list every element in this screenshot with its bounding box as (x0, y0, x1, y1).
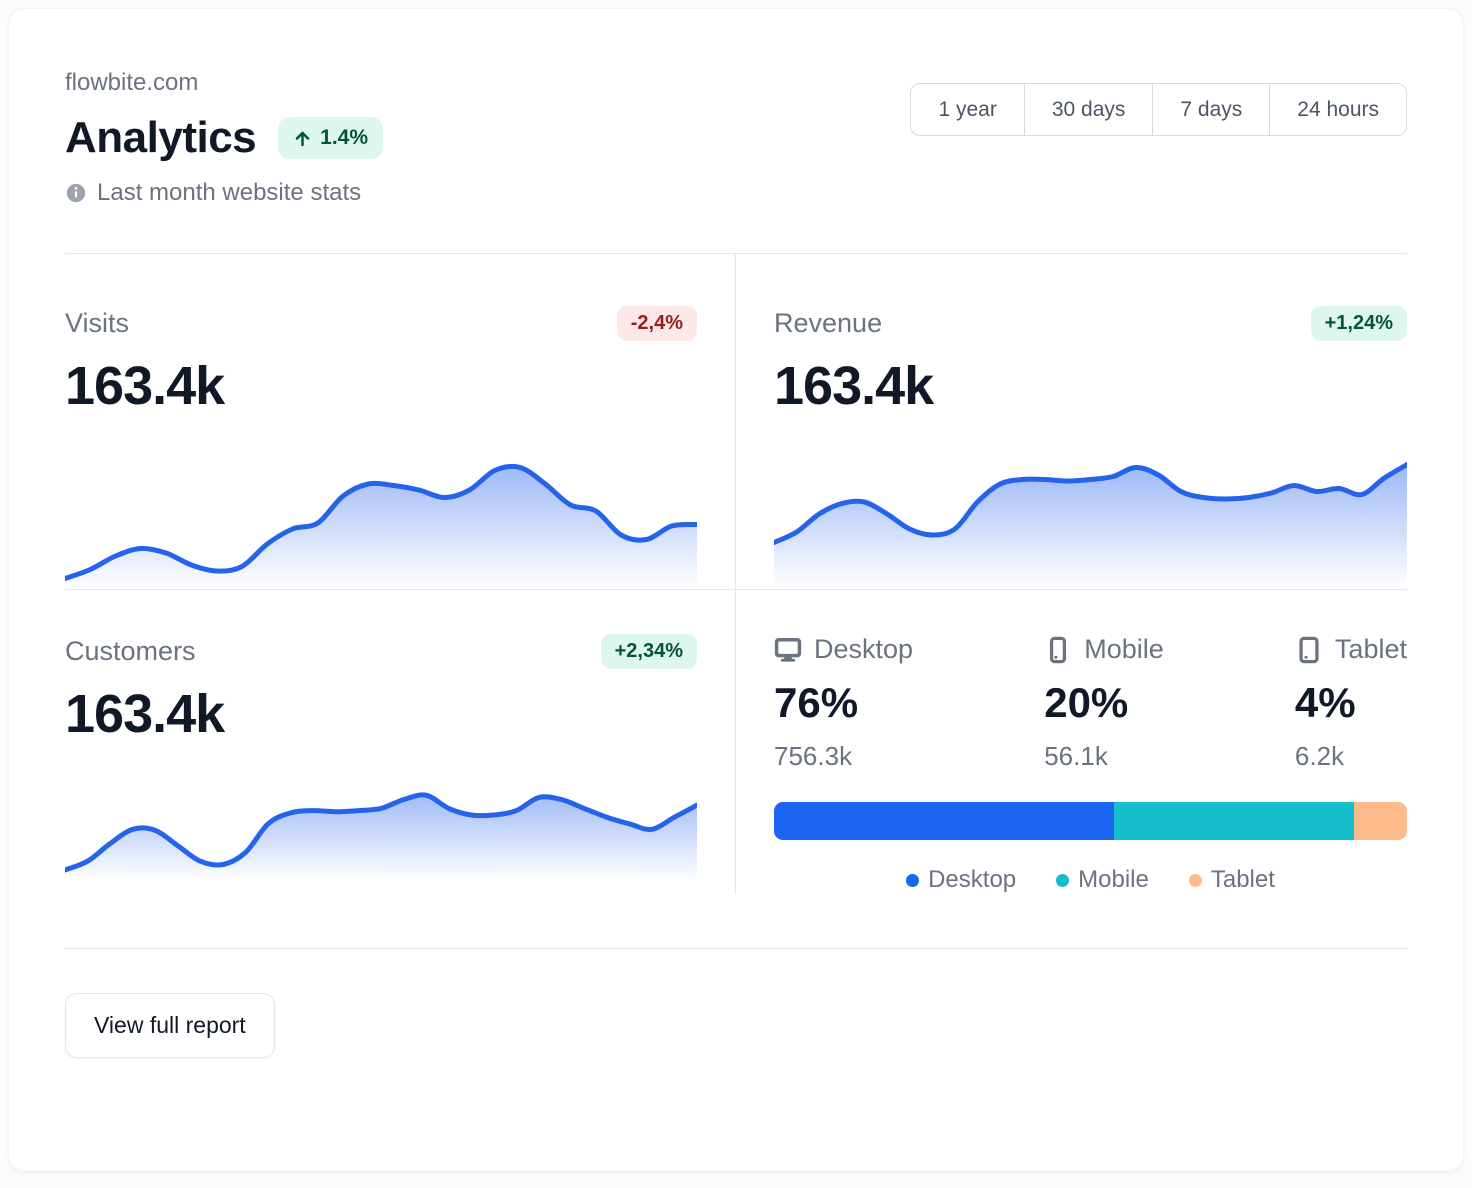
time-range-24-hours[interactable]: 24 hours (1269, 84, 1406, 136)
legend-dot-tablet (1188, 873, 1202, 887)
time-range-30-days[interactable]: 30 days (1023, 84, 1153, 136)
device-percent: 4% (1294, 679, 1356, 726)
visits-chart (65, 463, 697, 589)
page-title: Analytics (65, 113, 257, 162)
device-percent: 76% (774, 679, 859, 726)
legend-dot-desktop (906, 873, 920, 887)
visits-label: Visits (65, 308, 130, 338)
device-label: Mobile (1084, 634, 1164, 664)
legend-label: Desktop (928, 866, 1017, 893)
footer-divider (65, 948, 1407, 949)
subtitle-text: Last month website stats (97, 179, 362, 206)
legend-label: Mobile (1078, 866, 1149, 893)
time-range-1-year[interactable]: 1 year (911, 84, 1024, 136)
trend-badge: 1.4% (278, 117, 384, 159)
device-count: 756.3k (774, 741, 853, 771)
customers-change-badge: +2,34% (600, 634, 697, 669)
stats-grid: Visits -2,4% 163.4k Revenue +1,24% (65, 254, 1407, 894)
device-col-mobile: Mobile 20% 56.1k (1044, 634, 1164, 772)
device-count: 6.2k (1294, 741, 1345, 771)
subtitle-row: Last month website stats (65, 179, 383, 207)
tablet-icon (1299, 636, 1319, 663)
revenue-change-badge: +1,24% (1310, 306, 1407, 341)
legend-dot-mobile (1056, 873, 1070, 887)
visits-change-badge: -2,4% (616, 306, 697, 341)
device-label: Tablet (1334, 634, 1407, 664)
device-share-bar (774, 802, 1407, 840)
mobile-icon (1050, 636, 1067, 663)
device-col-desktop: Desktop 76% 756.3k (774, 634, 913, 772)
revenue-chart (774, 462, 1407, 589)
device-percent: 20% (1044, 679, 1129, 726)
header: flowbite.com Analytics 1.4% Last month w… (65, 69, 1407, 207)
legend-item-desktop: Desktop (906, 866, 1016, 894)
analytics-card: flowbite.com Analytics 1.4% Last month w… (8, 8, 1464, 1172)
devices-panel: Desktop 76% 756.3k Mobile 20% 56.1k (736, 590, 1407, 894)
info-icon (66, 183, 86, 203)
customers-panel: Customers +2,34% 163.4k (65, 590, 736, 894)
revenue-value: 163.4k (774, 356, 934, 416)
revenue-panel: Revenue +1,24% 163.4k (736, 254, 1407, 590)
site-name: flowbite.com (65, 69, 199, 96)
customers-label: Customers (65, 636, 196, 666)
time-range-selector: 1 year 30 days 7 days 24 hours (910, 83, 1407, 137)
legend-item-tablet: Tablet (1188, 866, 1275, 894)
legend-label: Tablet (1210, 866, 1275, 893)
device-col-tablet: Tablet 4% 6.2k (1295, 634, 1407, 772)
view-full-report-button[interactable]: View full report (65, 993, 275, 1058)
header-left: flowbite.com Analytics 1.4% Last month w… (65, 69, 384, 207)
header-divider (65, 253, 1407, 254)
trend-badge-value: 1.4% (320, 126, 369, 149)
legend-item-mobile: Mobile (1056, 866, 1149, 894)
customers-chart (65, 792, 697, 881)
share-bar-segment-tablet (1353, 802, 1407, 840)
visits-panel: Visits -2,4% 163.4k (65, 254, 736, 590)
arrow-up-icon (295, 131, 310, 146)
desktop-icon (774, 637, 802, 662)
device-label: Desktop (814, 634, 914, 664)
visits-value: 163.4k (65, 356, 225, 416)
revenue-label: Revenue (774, 308, 883, 338)
device-legend: Desktop Mobile Tablet (774, 866, 1407, 894)
share-bar-segment-mobile (1113, 802, 1354, 840)
device-count: 56.1k (1044, 741, 1108, 771)
time-range-7-days[interactable]: 7 days (1152, 84, 1270, 136)
title-row: Analytics 1.4% (65, 113, 384, 163)
share-bar-segment-desktop (774, 802, 1114, 840)
customers-value: 163.4k (65, 684, 225, 744)
